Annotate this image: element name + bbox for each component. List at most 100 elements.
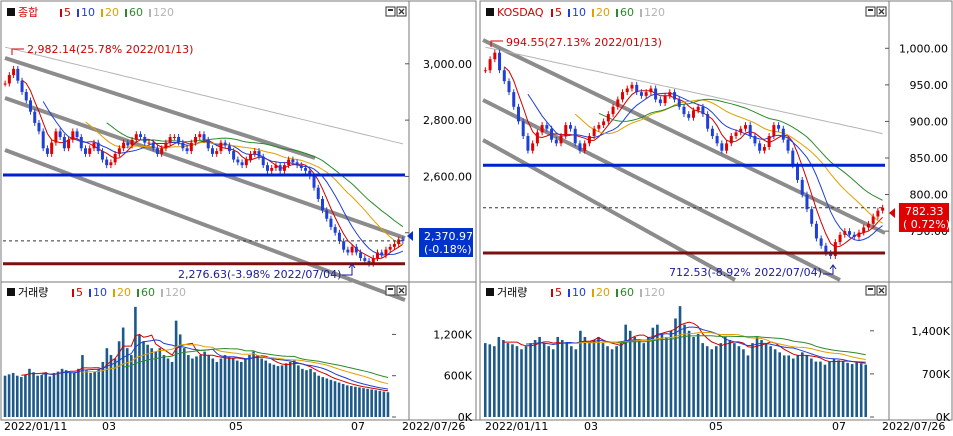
volume-bar xyxy=(191,358,194,417)
ma-legend-swatch xyxy=(60,9,62,17)
candle-body xyxy=(100,151,104,160)
candle-body xyxy=(550,128,554,140)
date-label-end: 2022/07/26 xyxy=(402,420,465,433)
volume-bar xyxy=(24,374,27,417)
volume-bar xyxy=(837,360,840,417)
volume-bar xyxy=(113,358,117,417)
kospi-price-window-buttons[interactable] xyxy=(385,6,407,17)
candle-body xyxy=(29,100,33,112)
candle-body xyxy=(329,218,333,228)
candle-body xyxy=(663,95,667,104)
volume-bar xyxy=(207,355,211,417)
ma-legend-swatch xyxy=(592,289,594,297)
ma-legend-label: 120 xyxy=(644,6,665,19)
volume-bar xyxy=(154,351,158,417)
candle-body xyxy=(257,151,261,157)
volume-bar xyxy=(252,351,255,417)
candle-body xyxy=(388,246,392,250)
volume-bar xyxy=(764,343,768,417)
volume-bar xyxy=(570,346,573,417)
volume-bar xyxy=(231,358,235,417)
candle-body xyxy=(105,159,109,166)
candle-body xyxy=(92,142,96,149)
candle-body xyxy=(635,84,639,93)
candle-body xyxy=(282,165,286,171)
ma-legend-swatch xyxy=(149,9,151,17)
maximize-icon[interactable] xyxy=(865,285,876,296)
date-label: 2022/01/11 xyxy=(4,420,67,433)
candle-body xyxy=(333,227,337,233)
low-label: 2,276.63(-3.98% 2022/07/04) xyxy=(178,268,341,281)
volume-bar xyxy=(337,382,341,417)
volume-bar xyxy=(601,343,605,417)
candle-body xyxy=(824,245,828,254)
candle-body xyxy=(621,92,625,100)
ma-legend-swatch xyxy=(89,289,91,297)
maximize-icon[interactable] xyxy=(385,6,396,17)
volume-bar xyxy=(773,349,777,417)
last-price: 782.33 xyxy=(905,205,944,218)
candle-body xyxy=(147,142,151,144)
volume-bar xyxy=(841,361,845,417)
volume-bar xyxy=(574,349,578,417)
volume-bar xyxy=(810,358,813,417)
volume-bar xyxy=(615,346,618,417)
low-label: 712.53(-8.92% 2022/07/04) xyxy=(669,266,822,279)
maximize-icon[interactable] xyxy=(385,285,396,296)
maximize-icon[interactable] xyxy=(865,6,876,17)
volume-bar xyxy=(669,330,673,417)
candle-body xyxy=(606,114,610,122)
candle-body xyxy=(630,84,634,89)
candle-body xyxy=(354,246,358,253)
ma-legend-label: 60 xyxy=(129,6,143,19)
candle-body xyxy=(363,258,367,261)
volume-bar xyxy=(828,361,831,417)
volume-bar xyxy=(660,333,664,417)
volume-bar xyxy=(97,368,101,417)
volume-bar xyxy=(864,364,868,417)
kosdaq-price-window-buttons[interactable] xyxy=(865,6,887,17)
candle-body xyxy=(134,134,138,140)
volume-bar xyxy=(272,364,276,417)
candle-body xyxy=(587,136,591,144)
candle-body xyxy=(143,137,147,143)
kospi-date-axis: 2022/01/11 03 05 07 2022/07/26 xyxy=(4,420,465,433)
volume-ma-60-line xyxy=(616,335,866,356)
candle-body xyxy=(800,179,804,195)
candle-body xyxy=(862,227,866,233)
legend-square-icon xyxy=(7,8,15,16)
kospi-volume-window-buttons[interactable] xyxy=(385,285,407,296)
volume-bar xyxy=(313,372,316,417)
volume-bar xyxy=(284,363,288,417)
candle-body xyxy=(748,125,752,137)
candle-body xyxy=(516,106,520,122)
candle-body xyxy=(535,132,539,144)
ma-60-line xyxy=(106,122,404,228)
candle-body xyxy=(592,128,596,137)
volume-bar xyxy=(32,372,35,417)
volume-title: 거래량 xyxy=(18,286,48,299)
volume-bar xyxy=(678,306,682,417)
kosdaq-volume-window-buttons[interactable] xyxy=(865,285,887,296)
volume-bar xyxy=(382,391,386,417)
candle-body xyxy=(483,70,487,72)
date-label: 07 xyxy=(832,420,846,433)
candle-body xyxy=(202,134,206,140)
candle-body xyxy=(210,148,214,154)
candle-body xyxy=(786,139,790,151)
volume-bar xyxy=(77,368,80,417)
candle-body xyxy=(687,114,691,118)
volume-bar xyxy=(506,343,510,417)
ma-legend-label: 10 xyxy=(572,286,586,299)
kospi-volume-chart: 0K 600K 1,200K xyxy=(3,306,473,424)
ma-legend-swatch xyxy=(568,289,570,297)
candle-body xyxy=(219,142,223,152)
candle-body xyxy=(371,258,375,264)
ma-legend-swatch xyxy=(161,289,163,297)
y-tick-label: 850.00 xyxy=(910,152,949,165)
volume-bar xyxy=(511,344,514,417)
volume-bar xyxy=(850,364,854,417)
candle-body xyxy=(265,165,269,171)
last-price: 2,370.97 xyxy=(424,230,473,243)
